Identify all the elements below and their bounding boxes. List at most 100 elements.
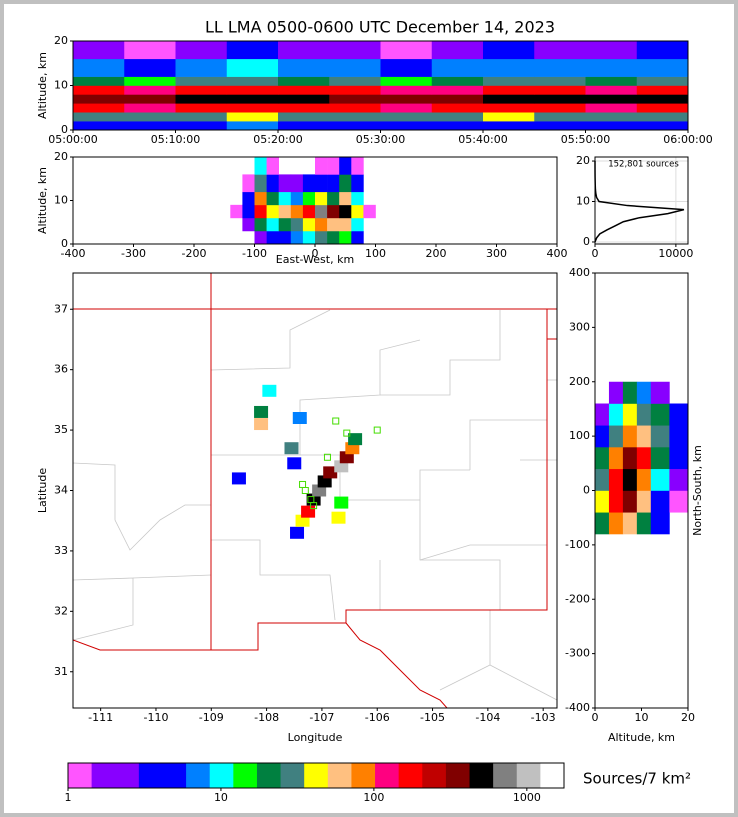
x-tick-label: 05:10:00 xyxy=(151,133,200,146)
density-cell xyxy=(669,425,689,448)
density-cell xyxy=(622,403,638,426)
x-tick-label: -103 xyxy=(531,711,556,724)
density-cell xyxy=(431,41,484,60)
density-cell xyxy=(585,121,638,131)
density-cell xyxy=(363,204,376,219)
density-cell xyxy=(669,447,689,470)
y-tick-label: 37 xyxy=(54,302,68,315)
x-tick-label: 20 xyxy=(681,711,695,724)
density-cell xyxy=(339,217,352,232)
density-cell xyxy=(669,468,689,491)
y-tick-label: 100 xyxy=(569,429,590,442)
x-tick-label: 10 xyxy=(214,791,228,804)
density-cell xyxy=(534,112,586,122)
colorbar-segment xyxy=(469,763,494,788)
density-cell xyxy=(278,94,330,104)
colorbar-label: Sources/7 km² xyxy=(583,770,691,788)
y-tick-label: 300 xyxy=(569,320,590,333)
x-tick-label: 400 xyxy=(547,247,568,260)
density-cell xyxy=(278,191,292,206)
density-cell xyxy=(226,121,279,131)
density-cell xyxy=(585,103,638,113)
colorbar-segment xyxy=(422,763,447,788)
density-cell xyxy=(73,94,125,104)
x-tick-label: 10 xyxy=(635,711,649,724)
density-cell xyxy=(175,121,228,131)
colorbar-segment xyxy=(91,763,116,788)
density-cell xyxy=(483,121,535,131)
x-tick-label: -105 xyxy=(420,711,445,724)
density-cell xyxy=(636,103,689,113)
density-cell xyxy=(669,403,689,426)
density-cell xyxy=(650,512,670,535)
density-cell xyxy=(226,41,279,60)
source-density xyxy=(339,451,354,464)
colorbar-segment xyxy=(256,763,282,788)
x-axis-label: Longitude xyxy=(288,731,343,744)
density-cell xyxy=(483,76,535,86)
density-cell xyxy=(380,103,433,113)
density-cell xyxy=(242,191,255,206)
density-cell xyxy=(636,403,652,426)
x-tick-label: 0 xyxy=(592,247,599,260)
colorbar-frame xyxy=(67,762,565,789)
density-cell xyxy=(290,191,304,206)
density-cell xyxy=(380,85,433,95)
density-cell xyxy=(351,174,364,193)
density-cell xyxy=(226,76,279,86)
density-cell xyxy=(431,76,484,86)
density-cell xyxy=(175,85,228,95)
y-tick-label: 36 xyxy=(54,363,68,376)
source-density xyxy=(292,412,307,424)
density-cell xyxy=(124,41,176,60)
source-density xyxy=(290,526,305,539)
density-cell xyxy=(327,204,340,219)
density-cell xyxy=(278,76,330,86)
density-cell xyxy=(290,217,304,232)
source-density xyxy=(254,418,269,431)
colorbar-segment xyxy=(115,763,140,788)
density-cell xyxy=(242,217,255,232)
density-cell xyxy=(302,217,316,232)
density-cell xyxy=(254,191,267,206)
colorbar-segment xyxy=(398,763,423,788)
density-cell xyxy=(636,112,689,122)
density-cell xyxy=(315,230,328,245)
density-cell xyxy=(175,58,228,77)
density-cell xyxy=(636,94,689,104)
x-tick-label: -111 xyxy=(88,711,113,724)
density-cell xyxy=(595,403,610,426)
x-tick-label: 05:40:00 xyxy=(458,133,507,146)
y-tick-label: 33 xyxy=(54,544,68,557)
y-axis-label: Altitude, km xyxy=(36,52,49,119)
density-cell xyxy=(266,217,279,232)
density-cell xyxy=(585,112,638,122)
colorbar-segment xyxy=(516,763,541,788)
density-cell xyxy=(175,103,228,113)
density-cell xyxy=(351,157,364,175)
density-cell xyxy=(636,512,652,535)
density-cell xyxy=(595,512,610,535)
x-tick-label: 05:00:00 xyxy=(48,133,97,146)
density-cell xyxy=(73,121,125,131)
density-cell xyxy=(622,447,638,470)
annotation: 152,801 sources xyxy=(608,160,679,170)
density-cell xyxy=(175,41,228,60)
density-cell xyxy=(339,204,352,219)
density-cell xyxy=(278,217,292,232)
density-cell xyxy=(242,204,255,219)
density-cell xyxy=(327,217,340,232)
y-tick-label: -400 xyxy=(565,701,590,714)
y-tick-label: -200 xyxy=(565,592,590,605)
density-cell xyxy=(254,157,267,175)
station xyxy=(343,429,351,437)
density-cell xyxy=(278,121,330,131)
density-cell xyxy=(254,204,267,219)
density-cell xyxy=(595,490,610,513)
density-cell xyxy=(302,204,316,219)
station xyxy=(332,417,340,425)
source-density xyxy=(262,384,277,397)
y-tick-label: 10 xyxy=(54,79,68,92)
density-cell xyxy=(226,85,279,95)
